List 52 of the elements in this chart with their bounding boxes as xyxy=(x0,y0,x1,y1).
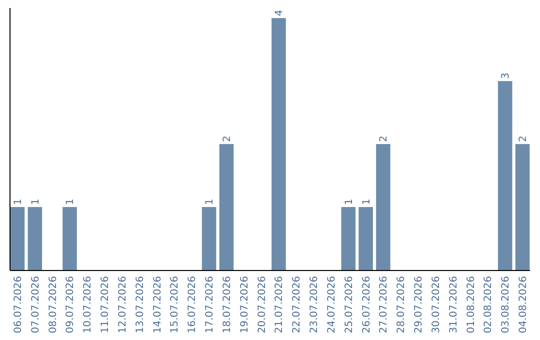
data-label: 1 xyxy=(65,198,76,206)
x-tick-label: 24.07.2026 xyxy=(326,276,338,334)
x-tick-label: 17.07.2026 xyxy=(204,276,216,334)
data-label: 4 xyxy=(274,10,286,16)
bar xyxy=(62,207,77,270)
x-tick-label: 18.07.2026 xyxy=(222,276,233,334)
data-label: 1 xyxy=(344,198,355,206)
bar xyxy=(376,144,390,270)
x-tick-label: 12.07.2026 xyxy=(117,276,128,334)
data-label: 1 xyxy=(30,198,42,206)
data-label: 1 xyxy=(204,198,216,206)
x-tick-label: 14.07.2026 xyxy=(152,276,164,334)
x-tick-label: 13.07.2026 xyxy=(134,276,146,334)
x-tick-label: 29.07.2026 xyxy=(414,276,425,334)
x-tick-label: 16.07.2026 xyxy=(187,276,198,334)
bar xyxy=(515,144,530,270)
x-tick-label: 25.07.2026 xyxy=(344,276,355,334)
x-tick-label: 15.07.2026 xyxy=(170,276,181,334)
x-tick-label: 31.07.2026 xyxy=(448,276,460,334)
x-tick-label: 02.08.2026 xyxy=(483,276,494,334)
x-tick-label: 04.08.2026 xyxy=(518,276,530,334)
x-tick-label: 20.07.2026 xyxy=(256,276,268,334)
bar xyxy=(498,81,512,270)
x-tick-label: 28.07.2026 xyxy=(396,276,408,334)
bar xyxy=(10,207,25,270)
x-tick-label: 09.07.2026 xyxy=(65,276,76,334)
bar xyxy=(28,207,42,270)
x-tick-label: 06.07.2026 xyxy=(12,276,24,334)
data-label: 1 xyxy=(361,198,372,206)
x-tick-label: 10.07.2026 xyxy=(82,276,94,334)
x-tick-label: 27.07.2026 xyxy=(378,276,390,334)
bar xyxy=(272,18,286,270)
x-tick-label: 22.07.2026 xyxy=(292,276,303,334)
x-tick-label: 23.07.2026 xyxy=(309,276,320,334)
x-tick-label: 21.07.2026 xyxy=(274,276,286,334)
x-tick-label: 01.08.2026 xyxy=(466,276,477,334)
x-tick-label: 11.07.2026 xyxy=(100,276,112,334)
x-tick-label: 19.07.2026 xyxy=(239,276,250,334)
data-label: 2 xyxy=(222,136,233,142)
x-tick-label: 03.08.2026 xyxy=(500,276,512,334)
data-label: 1 xyxy=(12,198,24,206)
x-tick-label: 26.07.2026 xyxy=(361,276,372,334)
bar xyxy=(341,207,356,270)
x-tick-label: 07.07.2026 xyxy=(30,276,42,334)
x-tick-label: 08.07.2026 xyxy=(48,276,59,334)
data-label: 2 xyxy=(518,136,530,142)
data-label: 3 xyxy=(500,72,512,80)
bar xyxy=(358,207,373,270)
bar xyxy=(219,144,234,270)
data-label: 2 xyxy=(378,136,390,142)
bar xyxy=(202,207,216,270)
x-tick-label: 30.07.2026 xyxy=(430,276,442,334)
